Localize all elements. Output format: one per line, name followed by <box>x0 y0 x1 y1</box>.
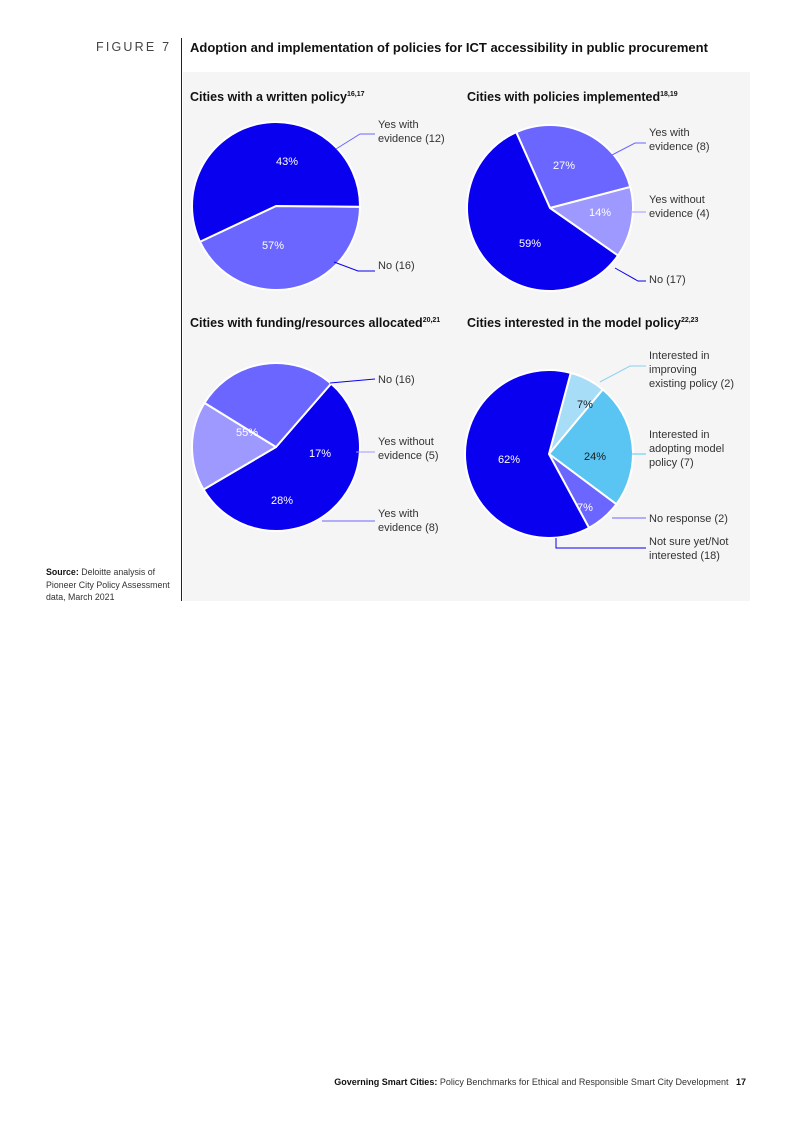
slice-category-label: Interested in improving existing policy (2… <box>649 350 734 390</box>
slice-category-label: Yes without evidence (5) <box>378 436 439 462</box>
pie-chart-4: 7% Interested in improving existing policy … <box>464 350 734 562</box>
chart-title-model-policy: Cities interested in the model policy22,… <box>467 316 699 330</box>
figure-title: Adoption and implementation of policies … <box>190 40 708 55</box>
slice-category-label: No (16) <box>378 260 415 272</box>
pie-slice <box>199 205 361 291</box>
pie-slice <box>515 124 632 209</box>
slice-category-label: Yes with evidence (12) <box>378 119 445 145</box>
page-footer: Governing Smart Cities: Policy Benchmark… <box>334 1077 746 1087</box>
source-note: Source: Deloitte analysis of Pioneer Cit… <box>46 567 170 602</box>
pie-chart-1: 43% Yes with evidence (12) 57% No (16) <box>191 119 445 291</box>
slice-percent-label: 57% <box>262 240 284 252</box>
slice-percent-label: 7% <box>577 399 593 411</box>
leader-line <box>611 142 646 156</box>
slice-percent-label: 28% <box>271 495 293 507</box>
leader-line <box>555 538 646 549</box>
figure-divider <box>181 38 182 601</box>
slice-percent-label: 27% <box>553 160 575 172</box>
pie-slice <box>191 401 277 491</box>
slice-category-label: No response (2) <box>649 513 728 525</box>
pie-slice <box>191 121 362 243</box>
slice-percent-label: 62% <box>498 454 520 466</box>
slice-category-label: Yes with evidence (8) <box>649 127 710 153</box>
slice-category-label: No (16) <box>378 374 415 386</box>
pie-slice <box>202 382 361 532</box>
pie-slice <box>464 369 591 539</box>
figure-label: FIGURE 7 <box>96 40 172 54</box>
slice-category-label: Yes without evidence (4) <box>649 194 710 220</box>
slice-percent-label: 55% <box>236 427 258 439</box>
leader-line <box>333 261 375 272</box>
slice-category-label: Interested in adopting model policy (7) <box>649 429 724 469</box>
slice-category-label: Yes with evidence (8) <box>378 508 439 534</box>
pie-slice <box>549 185 635 257</box>
leader-line <box>614 267 646 282</box>
chart-title-funding-allocated: Cities with funding/resources allocated2… <box>190 316 441 330</box>
chart-title-policies-implemented: Cities with policies implemented18,19 <box>467 90 678 104</box>
slice-percent-label: 43% <box>276 156 298 168</box>
pie-slice <box>466 131 620 292</box>
slice-percent-label: 24% <box>584 451 606 463</box>
chart-title-written-policy: Cities with a written policy16,17 <box>190 90 365 104</box>
pie-chart-2: 27% Yes with evidence (8) 14% Yes without evi… <box>466 124 710 292</box>
leader-line <box>599 365 646 383</box>
leader-line <box>329 378 376 384</box>
pie-slice <box>548 388 634 506</box>
slice-percent-label: 17% <box>309 448 331 460</box>
slice-percent-label: 14% <box>589 207 611 219</box>
slice-category-label: Not sure yet/Not interested (18) <box>649 536 728 562</box>
pie-slice <box>203 362 333 448</box>
leader-line <box>335 133 375 150</box>
slice-category-label: No (17) <box>649 274 686 286</box>
slice-percent-label: 59% <box>519 238 541 250</box>
slice-percent-label: 7% <box>577 502 593 514</box>
pie-chart-3: 55% No (16) 17% Yes without evidence (5) 28% Y… <box>191 362 439 534</box>
